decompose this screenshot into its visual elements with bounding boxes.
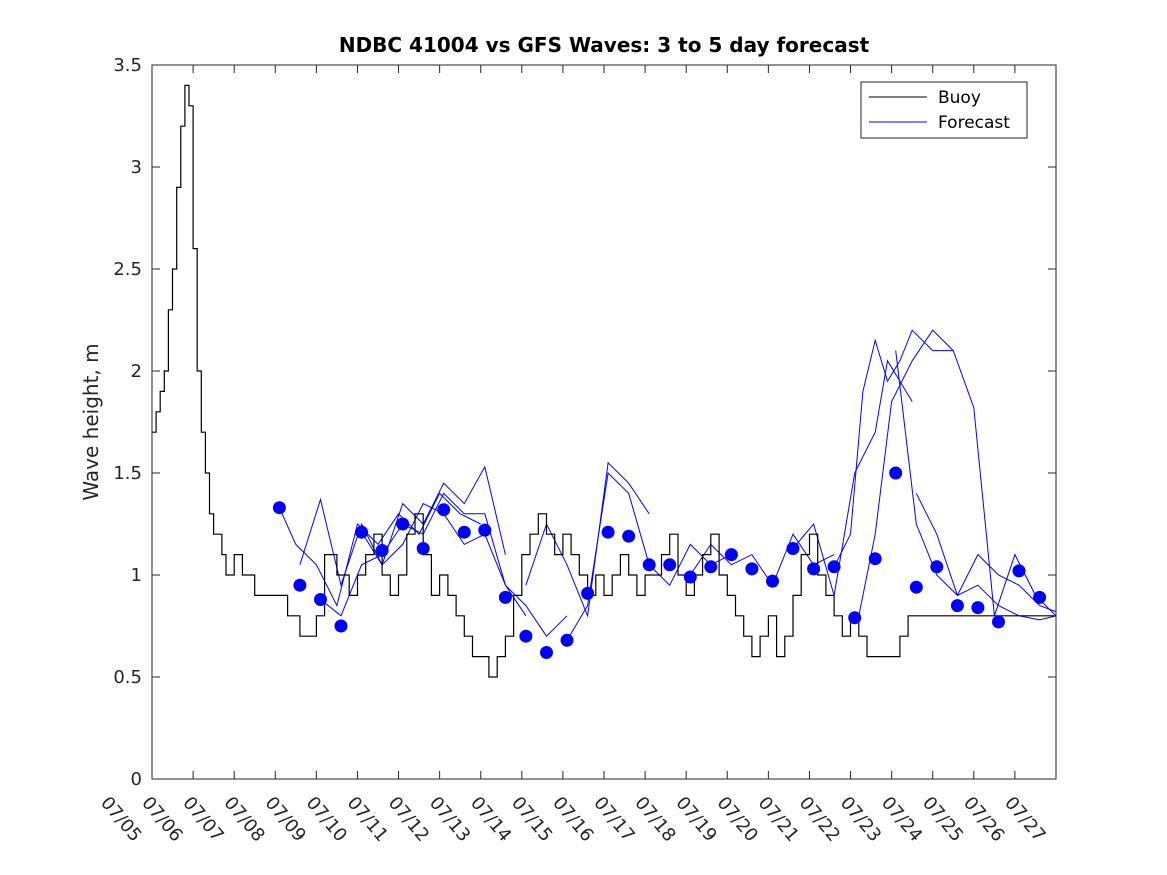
forecast-point [601,525,615,539]
y-tick-label: 3.5 [113,55,142,76]
x-tick-label: 07/16 [548,793,597,846]
forecast-point [437,503,451,517]
forecast-run-line [895,350,1056,613]
x-tick-label: 07/13 [425,793,474,846]
forecast-point [355,525,369,539]
x-tick-label: 07/23 [836,793,885,846]
forecast-point [375,544,389,557]
x-tick-label: 07/21 [754,793,803,846]
y-tick-label: 2.5 [113,259,142,280]
forecast-point [416,542,430,555]
x-tick-label: 07/06 [137,793,186,846]
chart-title: NDBC 41004 vs GFS Waves: 3 to 5 day fore… [339,33,870,57]
forecast-point [971,601,985,615]
forecast-point [272,501,286,515]
x-tick-label: 07/08 [219,793,268,846]
forecast-point [622,529,636,543]
forecast-point [560,633,574,647]
plot-area [152,65,1056,779]
x-tick-label: 07/12 [384,793,433,846]
x-tick-label: 07/05 [96,793,145,846]
forecast-point [930,560,944,574]
forecast-point [498,590,512,604]
x-tick-label: 07/19 [671,793,720,846]
forecast-run-line [278,492,481,608]
forecast-point [293,578,307,592]
plot-frame [151,64,1057,780]
legend-box [860,81,1028,139]
forecast-point [314,593,327,606]
y-tick-label: 0.5 [113,667,142,688]
legend-buoy-label: Buoy [938,88,981,108]
forecast-point [889,466,903,480]
x-tick-label: 07/14 [466,793,515,846]
forecast-run-line [689,533,835,587]
forecast-point [519,629,533,643]
forecast-point [992,615,1005,629]
forecast-point [766,574,779,588]
forecast-point [704,560,718,574]
x-tick-label: 07/20 [713,793,762,846]
forecast-point [848,611,862,625]
forecast-point [1012,564,1026,578]
x-tick-label: 07/11 [343,793,392,846]
x-tick-label: 07/18 [630,793,679,846]
forecast-run-line [792,359,913,596]
forecast-point [1033,590,1047,604]
x-tick-label: 07/15 [507,793,556,846]
forecast-point [807,562,821,576]
legend-forecast-label: Forecast [938,113,1010,133]
x-tick-label: 07/09 [261,793,310,846]
x-tick-label: 07/22 [795,793,844,846]
forecast-point [581,586,595,600]
forecast-point [868,552,882,566]
x-tick-label: 07/25 [918,793,967,846]
forecast-point [786,542,800,555]
forecast-point [396,517,410,531]
forecast-point [745,562,759,576]
legend: Buoy Forecast [860,81,1028,139]
forecast-point [663,558,677,572]
x-tick-label: 07/10 [302,793,351,846]
series-layer [152,84,1056,678]
forecast-point [478,523,492,537]
forecast-point [909,580,923,594]
forecast-point [540,646,553,659]
forecast-point [334,619,348,633]
x-tick-label: 07/27 [1000,793,1049,846]
forecast-run-line [299,465,506,588]
y-tick-label: 3 [131,157,142,178]
y-tick-label: 1 [131,565,142,586]
forecast-point [724,548,738,562]
y-tick-label: 0 [131,769,142,790]
y-axis-label: Wave height, m [79,343,103,500]
x-tick-label: 07/26 [959,793,1008,846]
y-tick-label: 2 [131,361,142,382]
y-tick-label: 1.5 [113,463,142,484]
buoy-line [152,84,1056,678]
forecast-point [950,599,964,613]
forecast-point [457,525,471,539]
forecast-point [827,560,841,574]
x-tick-label: 07/24 [877,793,926,846]
x-tick-label: 07/17 [589,793,638,846]
forecast-point [683,570,697,584]
forecast-run-line [915,493,1056,621]
forecast-run-line [361,502,568,637]
forecast-run-line [833,329,954,568]
x-tick-label: 07/07 [178,793,227,846]
forecast-point [642,558,656,572]
